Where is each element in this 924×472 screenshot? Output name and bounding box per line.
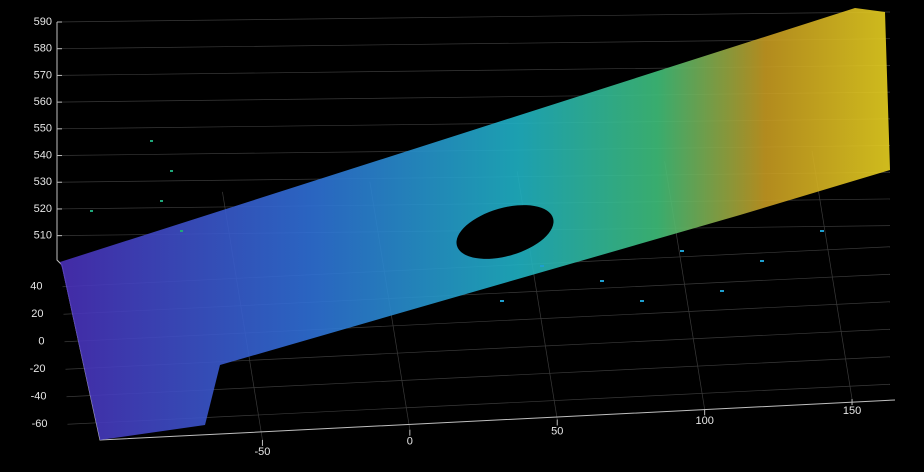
grid-line <box>57 12 890 22</box>
z-tick-label: 570 <box>34 69 52 81</box>
y-tick-label: 20 <box>31 308 43 320</box>
x-tick-label: 50 <box>551 425 563 437</box>
x-tick-label: -50 <box>254 446 270 458</box>
z-tick-label: 530 <box>34 176 52 188</box>
x-tick-label: 0 <box>407 436 413 448</box>
x-tick-label: 150 <box>843 405 861 417</box>
z-tick-label: 540 <box>34 149 52 161</box>
z-tick-label: 590 <box>34 16 52 28</box>
chart: -50 0 50 100 150 -60 -40 -20 0 20 40 510 520 530 540 55… <box>0 0 924 472</box>
scattered-points-left <box>90 140 183 232</box>
z-tick-label: 510 <box>34 230 52 242</box>
x-tick-label: 100 <box>695 415 713 427</box>
z-tick-label: 560 <box>34 96 52 108</box>
z-tick-label: 580 <box>34 43 52 55</box>
y-tick-label: 0 <box>38 336 44 348</box>
y-tick-label: 40 <box>30 281 42 293</box>
y-tick-label: -20 <box>30 363 46 375</box>
y-tick-label: -40 <box>31 391 47 403</box>
z-tick-label: 550 <box>34 123 52 135</box>
y-tick-label: -60 <box>32 418 48 430</box>
z-tick-label: 520 <box>34 203 52 215</box>
